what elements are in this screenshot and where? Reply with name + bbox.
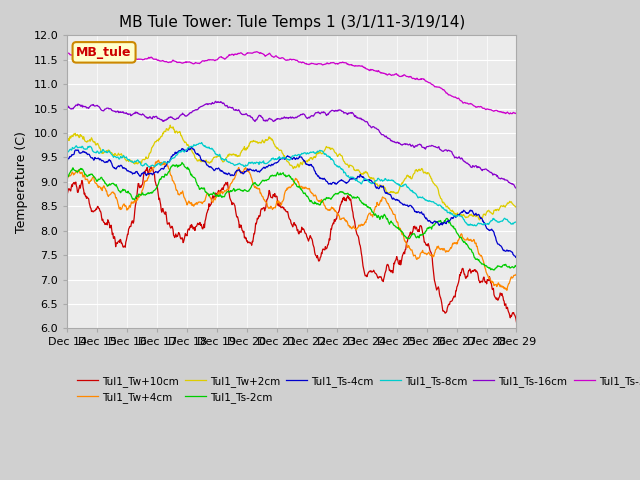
Tul1_Ts-32cm: [92, 50, 99, 56]
Line: Tul1_Tw+2cm: Tul1_Tw+2cm: [67, 125, 516, 220]
Tul1_Ts-2cm: [63, 173, 71, 179]
Tul1_Ts-2cm: [350, 194, 358, 200]
Tul1_Tw+10cm: [404, 234, 412, 240]
Tul1_Tw+10cm: [350, 216, 358, 222]
Line: Tul1_Ts-2cm: Tul1_Ts-2cm: [67, 162, 516, 270]
Tul1_Ts-4cm: [188, 144, 195, 150]
Tul1_Ts-8cm: [337, 165, 344, 171]
Legend: Tul1_Tw+10cm, Tul1_Tw+4cm, Tul1_Tw+2cm, Tul1_Ts-2cm, Tul1_Ts-4cm, Tul1_Ts-8cm, T: Tul1_Tw+10cm, Tul1_Tw+4cm, Tul1_Tw+2cm, …: [72, 372, 640, 407]
Tul1_Tw+4cm: [63, 176, 71, 182]
Line: Tul1_Ts-4cm: Tul1_Ts-4cm: [67, 147, 516, 258]
Tul1_Ts-16cm: [325, 110, 333, 116]
Tul1_Ts-16cm: [212, 98, 220, 104]
Tul1_Ts-4cm: [512, 255, 520, 261]
Tul1_Ts-8cm: [198, 140, 205, 145]
Tul1_Tw+4cm: [350, 225, 358, 230]
Tul1_Ts-4cm: [513, 254, 520, 260]
Tul1_Ts-2cm: [490, 267, 497, 273]
Tul1_Ts-32cm: [506, 111, 513, 117]
Tul1_Ts-16cm: [513, 185, 520, 191]
Tul1_Tw+10cm: [91, 208, 99, 214]
Tul1_Tw+2cm: [350, 167, 358, 173]
Tul1_Ts-32cm: [451, 95, 458, 100]
Tul1_Ts-16cm: [337, 107, 344, 113]
Tul1_Ts-16cm: [512, 185, 520, 191]
Tul1_Ts-8cm: [350, 175, 358, 181]
Tul1_Ts-8cm: [513, 219, 520, 225]
Tul1_Tw+2cm: [63, 137, 71, 143]
Tul1_Tw+2cm: [513, 204, 520, 209]
Tul1_Ts-2cm: [178, 159, 186, 165]
Tul1_Ts-32cm: [513, 111, 520, 117]
Tul1_Tw+2cm: [404, 173, 412, 179]
Tul1_Tw+4cm: [404, 243, 412, 249]
Tul1_Ts-2cm: [451, 226, 458, 232]
Tul1_Ts-8cm: [63, 149, 71, 155]
Tul1_Tw+10cm: [337, 202, 344, 207]
Tul1_Ts-8cm: [325, 154, 333, 159]
Tul1_Tw+2cm: [91, 139, 99, 145]
Tul1_Tw+2cm: [337, 152, 344, 158]
Tul1_Ts-32cm: [350, 63, 358, 69]
Tul1_Ts-2cm: [404, 236, 412, 241]
Tul1_Tw+4cm: [154, 157, 162, 163]
Tul1_Ts-4cm: [451, 213, 458, 218]
Tul1_Ts-4cm: [404, 204, 412, 209]
Tul1_Ts-16cm: [451, 155, 458, 161]
Line: Tul1_Ts-8cm: Tul1_Ts-8cm: [67, 143, 516, 226]
Tul1_Ts-32cm: [63, 51, 71, 57]
Tul1_Tw+2cm: [476, 217, 483, 223]
Tul1_Tw+10cm: [451, 294, 458, 300]
Tul1_Ts-8cm: [404, 185, 412, 191]
Tul1_Tw+4cm: [337, 216, 344, 222]
Tul1_Ts-32cm: [404, 74, 412, 80]
Line: Tul1_Ts-16cm: Tul1_Ts-16cm: [67, 101, 516, 188]
Tul1_Ts-32cm: [337, 60, 344, 66]
Tul1_Ts-2cm: [337, 189, 344, 195]
Tul1_Ts-16cm: [63, 105, 71, 110]
Tul1_Ts-4cm: [325, 181, 333, 187]
Tul1_Ts-16cm: [404, 142, 412, 148]
Y-axis label: Temperature (C): Temperature (C): [15, 131, 28, 233]
Tul1_Tw+4cm: [503, 288, 511, 293]
Tul1_Ts-2cm: [91, 175, 99, 180]
Tul1_Ts-32cm: [77, 48, 84, 54]
Tul1_Ts-4cm: [337, 178, 344, 183]
Tul1_Tw+4cm: [451, 240, 458, 246]
Tul1_Ts-32cm: [325, 60, 333, 66]
Tul1_Ts-16cm: [91, 103, 99, 109]
Tul1_Tw+4cm: [325, 207, 333, 213]
Line: Tul1_Ts-32cm: Tul1_Ts-32cm: [67, 51, 516, 114]
Tul1_Ts-4cm: [91, 155, 99, 160]
Tul1_Tw+4cm: [91, 180, 99, 185]
Tul1_Ts-8cm: [91, 149, 99, 155]
Tul1_Tw+2cm: [451, 210, 458, 216]
Tul1_Ts-8cm: [451, 212, 458, 218]
Tul1_Tw+2cm: [325, 144, 333, 150]
Tul1_Tw+10cm: [513, 319, 520, 325]
Tul1_Tw+2cm: [166, 122, 174, 128]
Tul1_Tw+4cm: [513, 271, 520, 277]
Tul1_Ts-8cm: [472, 223, 480, 229]
Line: Tul1_Tw+10cm: Tul1_Tw+10cm: [67, 167, 516, 322]
Tul1_Ts-4cm: [63, 158, 71, 164]
Title: MB Tule Tower: Tule Temps 1 (3/1/11-3/19/14): MB Tule Tower: Tule Temps 1 (3/1/11-3/19…: [119, 15, 465, 30]
Line: Tul1_Tw+4cm: Tul1_Tw+4cm: [67, 160, 516, 290]
Tul1_Ts-4cm: [350, 176, 358, 182]
Tul1_Tw+10cm: [63, 191, 71, 197]
Tul1_Ts-16cm: [350, 112, 358, 118]
Tul1_Tw+10cm: [325, 239, 333, 245]
Tul1_Tw+10cm: [147, 164, 155, 170]
Text: MB_tule: MB_tule: [76, 46, 132, 59]
Tul1_Ts-2cm: [513, 264, 520, 270]
Tul1_Ts-2cm: [325, 195, 333, 201]
